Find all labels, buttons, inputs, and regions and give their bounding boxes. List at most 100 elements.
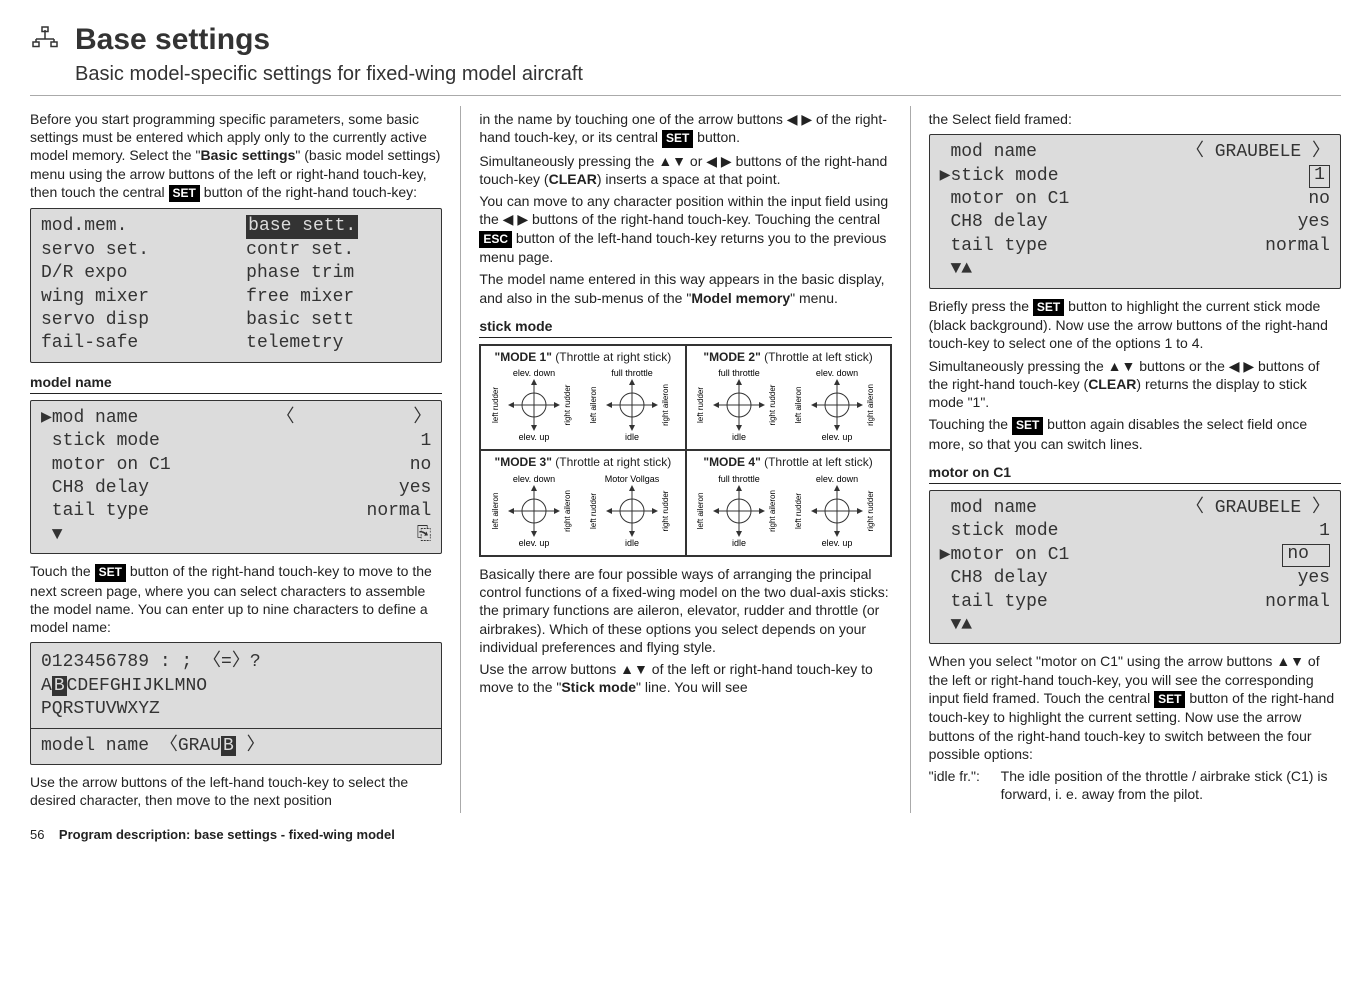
text: Touch the xyxy=(30,563,95,579)
text: 〉 xyxy=(236,736,265,756)
set-badge: SET xyxy=(95,564,126,582)
lcd-left-col: mod.mem. servo set. D/R expo wing mixer … xyxy=(41,215,226,355)
col2-p3: You can move to any character position w… xyxy=(479,192,891,266)
stick-mode-grid: "MODE 1" (Throttle at right stick) elev.… xyxy=(479,344,891,557)
text: Briefly press the xyxy=(929,298,1033,314)
menu-item: phase trim xyxy=(246,262,354,285)
set-badge: SET xyxy=(662,130,693,148)
col2-p4: The model name entered in this way appea… xyxy=(479,270,891,306)
svg-text:right rudder: right rudder xyxy=(866,490,875,531)
lcd-value: no xyxy=(410,454,432,477)
stick-diagram-icon: full throttleleft aileronright aileronid… xyxy=(694,473,784,549)
svg-text:elev. up: elev. up xyxy=(519,538,550,548)
clear-label: CLEAR xyxy=(1088,376,1136,392)
set-badge: SET xyxy=(169,185,200,203)
lcd-label: tail type xyxy=(940,591,1048,614)
svg-text:left aileron: left aileron xyxy=(794,387,803,424)
heading-motor-c1: motor on C1 xyxy=(929,463,1341,484)
mode-sub: (Throttle at left stick) xyxy=(761,350,873,364)
lcd-menu: mod.mem. servo set. D/R expo wing mixer … xyxy=(30,208,442,362)
lcd-nav: ▼▲ xyxy=(940,258,972,281)
mode-sub: (Throttle at right stick) xyxy=(552,350,671,364)
svg-text:left rudder: left rudder xyxy=(794,493,803,529)
page-footer: 56 Program description: base settings - … xyxy=(30,827,1341,844)
column-3: the Select field framed: mod name〈 GRAUB… xyxy=(910,106,1341,813)
set-badge: SET xyxy=(1154,691,1185,709)
menu-item: servo disp xyxy=(41,309,149,332)
svg-text:elev. down: elev. down xyxy=(513,368,555,378)
menu-item: servo set. xyxy=(41,239,149,262)
lcd-stick-mode: mod name〈 GRAUBELE 〉 ▶stick mode1 motor … xyxy=(929,134,1341,288)
mode-sub: (Throttle at right stick) xyxy=(552,455,671,469)
char-row: PQRSTUVWXYZ xyxy=(41,698,431,721)
col1-p2: Touch the SET button of the right-hand t… xyxy=(30,562,442,636)
char-selected: B xyxy=(52,676,67,696)
lcd-nav: ▼▲ xyxy=(940,614,972,637)
svg-text:right rudder: right rudder xyxy=(768,385,777,426)
menu-item: basic sett xyxy=(246,309,354,332)
idle-def-row: "idle fr.": The idle position of the thr… xyxy=(929,767,1341,803)
char-row: ABCDEFGHIJKLMNO xyxy=(41,675,431,698)
esc-badge: ESC xyxy=(479,231,512,249)
lcd-framed-value: no xyxy=(1282,544,1330,567)
text-bold: Model memory xyxy=(691,290,790,306)
lcd-framed-value: 1 xyxy=(1309,165,1330,188)
svg-text:elev. down: elev. down xyxy=(816,474,858,484)
page-header: Base settings Basic model-specific setti… xyxy=(30,20,1341,87)
svg-text:right rudder: right rudder xyxy=(563,385,572,426)
menu-item: telemetry xyxy=(246,332,343,355)
menu-item: mod.mem. xyxy=(41,215,127,238)
char-result-row: model name 〈GRAUB 〉 xyxy=(41,735,431,758)
content-columns: Before you start programming specific pa… xyxy=(30,95,1341,813)
lcd-value: yes xyxy=(399,477,431,500)
lcd-motor-c1: mod name〈 GRAUBELE 〉 stick mode1 ▶motor … xyxy=(929,490,1341,644)
lcd-value: no xyxy=(1308,188,1330,211)
mode-sub: (Throttle at left stick) xyxy=(761,455,873,469)
set-badge: SET xyxy=(1033,299,1064,317)
svg-text:right aileron: right aileron xyxy=(768,490,777,532)
svg-text:right aileron: right aileron xyxy=(866,385,875,427)
svg-text:left aileron: left aileron xyxy=(491,493,500,530)
stick-diagram-icon: full throttleleft aileronright aileronid… xyxy=(587,367,677,443)
page-title: Base settings xyxy=(75,20,583,59)
stick-diagram-icon: Motor Vollgasleft rudderright rudderidle xyxy=(587,473,677,549)
lcd-value: yes xyxy=(1298,211,1330,234)
lcd-label: ▶motor on C1 xyxy=(940,544,1070,567)
col2-p6: Use the arrow buttons ▲▼ of the left or … xyxy=(479,660,891,696)
mode-title: "MODE 4" xyxy=(703,455,760,469)
lcd-label: stick mode xyxy=(41,430,160,453)
clear-label: CLEAR xyxy=(549,171,597,187)
svg-text:Motor Vollgas: Motor Vollgas xyxy=(604,474,659,484)
stick-diagram-icon: elev. down left rudder right rudder elev. u… xyxy=(489,367,579,443)
lcd-label: tail type xyxy=(940,235,1048,258)
mode-title: "MODE 2" xyxy=(703,350,760,364)
col2-p1: in the name by touching one of the arrow… xyxy=(479,110,891,148)
lcd-label: CH8 delay xyxy=(940,567,1048,590)
lcd-value: yes xyxy=(1298,567,1330,590)
footer-text: Program description: base settings - fix… xyxy=(59,827,395,842)
idle-definition: The idle position of the throttle / airb… xyxy=(1001,767,1341,803)
mode-3-cell: "MODE 3" (Throttle at right stick) elev.… xyxy=(480,450,685,556)
char-row: 0123456789 : ; 〈=〉? xyxy=(41,651,431,674)
text: " line. You will see xyxy=(636,679,748,695)
svg-text:full throttle: full throttle xyxy=(611,368,653,378)
text: A xyxy=(41,676,52,696)
svg-text:elev. up: elev. up xyxy=(821,432,852,442)
stick-diagram-icon: elev. downleft aileronright aileronelev.… xyxy=(792,367,882,443)
menu-item: D/R expo xyxy=(41,262,127,285)
lcd-label: CH8 delay xyxy=(940,211,1048,234)
svg-text:left rudder: left rudder xyxy=(491,387,500,423)
svg-text:full throttle: full throttle xyxy=(719,474,761,484)
lcd-value: 〈 〉 xyxy=(277,407,432,430)
menu-item: fail-safe xyxy=(41,332,138,355)
mode-2-cell: "MODE 2" (Throttle at left stick) full t… xyxy=(686,345,891,451)
svg-text:idle: idle xyxy=(732,538,746,548)
idle-term: "idle fr.": xyxy=(929,767,989,803)
svg-text:left rudder: left rudder xyxy=(696,387,705,423)
lcd-label: ▶mod name xyxy=(41,407,138,430)
text: ) inserts a space at that point. xyxy=(597,171,781,187)
svg-text:elev. up: elev. up xyxy=(519,432,550,442)
lcd-right-col: base sett. contr set. phase trim free mi… xyxy=(246,215,431,355)
svg-text:right rudder: right rudder xyxy=(661,490,670,531)
lcd-value: 〈 GRAUBELE 〉 xyxy=(1186,497,1330,520)
